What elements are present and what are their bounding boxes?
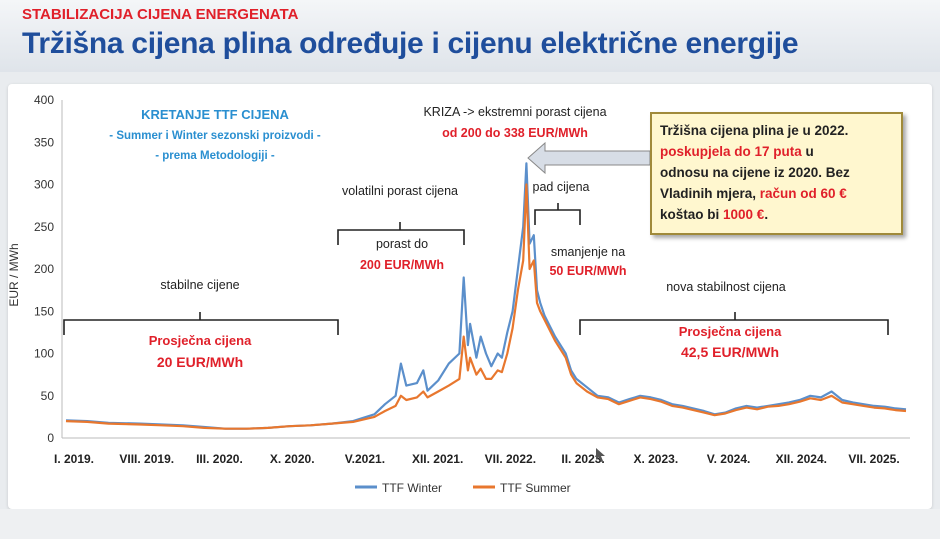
x-tick-label: II. 2023. [561, 452, 604, 466]
x-tick-label: V.2021. [345, 452, 385, 466]
callout-line-5-start: koštao bi [660, 207, 724, 222]
peak-arrow [527, 141, 651, 175]
callout-line-2-rest: u [801, 144, 814, 159]
crisis-range: od 200 do 338 EUR/MWh [442, 126, 588, 140]
new-stable-label: nova stabilnost cijena [666, 280, 786, 294]
y-tick-label: 350 [34, 135, 54, 149]
x-tick-label: VII. 2022. [485, 452, 536, 466]
brace-stable [63, 312, 339, 335]
reduce-label: smanjenje na [551, 245, 625, 259]
callout-line-4-highlight: račun od 60 € [759, 186, 847, 201]
slide-footer-area [0, 509, 940, 539]
growth-label: porast do [376, 237, 428, 251]
crisis-label: KRIZA -> ekstremni porast cijena [423, 105, 606, 119]
y-axis-label: EUR / MWh [7, 243, 21, 306]
mouse-cursor-icon [596, 448, 605, 462]
x-tick-label: XII. 2024. [776, 452, 827, 466]
x-tick-label: X. 2020. [270, 452, 315, 466]
brace-drop [534, 203, 581, 225]
callout-line-5-end: . [764, 207, 769, 222]
stable-label: stabilne cijene [160, 278, 239, 292]
legend-label: TTF Summer [500, 481, 571, 495]
callout-box: Tržišna cijena plina je u 2022. poskupje… [650, 112, 903, 235]
chart-heading: KRETANJE TTF CIJENA [141, 107, 289, 122]
x-tick-label: I. 2019. [54, 452, 94, 466]
chart-legend: TTF Winter TTF Summer [355, 481, 571, 495]
slide-header: STABILIZACIJA CIJENA ENERGENATA Tržišna … [0, 0, 940, 72]
x-tick-label: X. 2023. [633, 452, 678, 466]
callout-line-4-start: Vladinih mjera, [660, 186, 760, 201]
series-line-ttf-summer [65, 183, 907, 430]
y-tick-label: 50 [41, 389, 55, 403]
legend-label: TTF Winter [382, 481, 442, 495]
brace-group [63, 203, 889, 335]
callout-line-2: poskupjela do 17 puta u [660, 141, 893, 162]
x-tick-label: III. 2020. [196, 452, 243, 466]
volatile-label: volatilni porast cijena [342, 184, 458, 198]
x-tick-label: V. 2024. [707, 452, 751, 466]
avg-label-2: Prosječna cijena [679, 324, 782, 339]
chart-subheading-2: - prema Metodologiji - [155, 150, 275, 162]
callout-line-4: Vladinih mjera, račun od 60 € [660, 183, 893, 204]
y-tick-label: 0 [47, 431, 54, 445]
growth-value: 200 EUR/MWh [360, 258, 444, 272]
y-tick-label: 200 [34, 262, 54, 276]
x-tick-label: VII. 2025. [848, 452, 899, 466]
y-tick-label: 150 [34, 304, 54, 318]
avg-value-2: 42,5 EUR/MWh [681, 344, 779, 360]
brace-volatile [337, 222, 465, 245]
brace-new-stable [579, 312, 889, 335]
x-tick-label: VIII. 2019. [119, 452, 174, 466]
slide-kicker: STABILIZACIJA CIJENA ENERGENATA [22, 6, 299, 23]
x-tick-label: XII. 2021. [412, 452, 463, 466]
reduce-value: 50 EUR/MWh [549, 264, 626, 278]
callout-line-3: odnosu na cijene iz 2020. Bez [660, 165, 850, 180]
slide-title: Tržišna cijena plina određuje i cijenu e… [22, 27, 799, 60]
avg-value-1: 20 EUR/MWh [157, 354, 243, 370]
y-tick-label: 100 [34, 347, 54, 361]
callout-line-1: Tržišna cijena plina je u 2022. [660, 123, 849, 138]
callout-line-5-highlight: 1000 € [723, 207, 765, 222]
y-tick-label: 400 [34, 93, 54, 107]
chart-subheading-1: - Summer i Winter sezonski proizvodi - [109, 130, 321, 142]
drop-label: pad cijena [533, 180, 590, 194]
callout-line-5: koštao bi 1000 €. [660, 204, 893, 225]
avg-label-1: Prosječna cijena [149, 333, 252, 348]
callout-line-2-highlight: poskupjela do 17 puta [660, 144, 802, 159]
y-tick-label: 300 [34, 178, 54, 192]
y-tick-label: 250 [34, 220, 54, 234]
